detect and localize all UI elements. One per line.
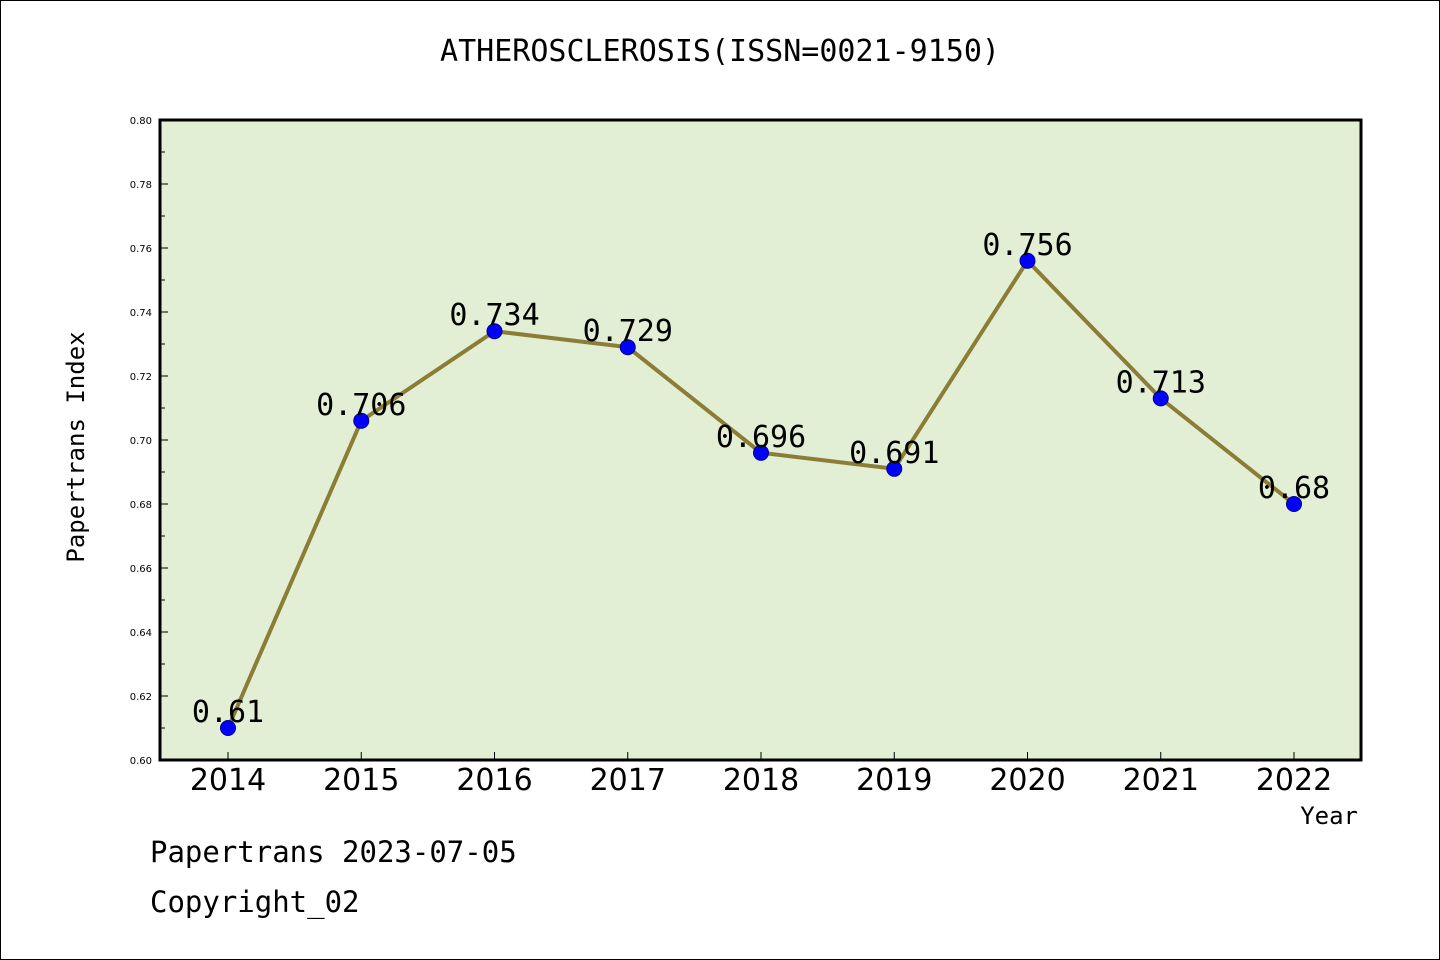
x-tick-label: 2020 — [989, 763, 1065, 798]
x-axis-ticks: 2014 2015 2016 2017 2018 2019 2020 2021 2022 — [190, 752, 1332, 798]
y-tick-label: 0.74 — [130, 308, 152, 319]
plot-area — [160, 120, 1361, 760]
x-tick-label: 2021 — [1123, 763, 1199, 798]
data-label: 0.713 — [1116, 365, 1206, 400]
data-point — [220, 720, 236, 736]
y-tick-label: 0.66 — [130, 564, 152, 575]
x-tick-label: 2019 — [856, 763, 932, 798]
data-point — [353, 412, 370, 429]
data-point — [1286, 496, 1302, 512]
x-tick-label: 2016 — [456, 763, 532, 798]
data-point — [886, 460, 903, 477]
data-point — [753, 444, 769, 461]
y-tick-label: 0.68 — [130, 500, 152, 511]
data-point — [619, 339, 636, 356]
data-labels: 0.61 0.706 0.734 0.729 0.696 0.691 0.756 0.713 0… — [192, 228, 1330, 730]
plot-border — [158, 118, 1363, 762]
y-tick-label: 0.72 — [130, 372, 152, 383]
data-label: 0.734 — [449, 298, 539, 333]
y-tick-label: 0.76 — [130, 244, 152, 255]
x-tick-label: 2018 — [723, 763, 799, 798]
data-point — [1019, 252, 1036, 269]
chart-title: ATHEROSCLEROSIS(ISSN=0021-9150) — [440, 34, 1000, 69]
x-tick-label: 2014 — [190, 763, 266, 798]
y-tick-label: 0.62 — [130, 692, 152, 703]
y-tick-label: 0.60 — [130, 756, 152, 767]
y-tick-label: 0.78 — [130, 180, 152, 191]
data-label: 0.61 — [192, 695, 264, 730]
x-tick-label: 2017 — [590, 763, 666, 798]
x-tick-label: 2022 — [1256, 763, 1332, 798]
data-point — [486, 323, 503, 340]
data-label: 0.696 — [716, 420, 806, 455]
data-point — [1152, 390, 1169, 407]
data-label: 0.729 — [583, 314, 673, 349]
footer-date: Papertrans 2023-07-05 — [150, 835, 517, 869]
footer-copyright: Copyright_02 — [150, 885, 360, 919]
data-label: 0.706 — [316, 388, 406, 423]
y-tick-label: 0.70 — [130, 436, 152, 447]
y-tick-label: 0.80 — [130, 116, 152, 127]
data-points — [220, 252, 1302, 736]
data-label: 0.68 — [1258, 471, 1330, 506]
x-axis-label: Year — [1300, 802, 1358, 830]
x-tick-label: 2015 — [323, 763, 399, 798]
data-label: 0.756 — [982, 228, 1072, 263]
y-tick-label: 0.64 — [130, 628, 152, 639]
data-label: 0.691 — [849, 436, 939, 471]
